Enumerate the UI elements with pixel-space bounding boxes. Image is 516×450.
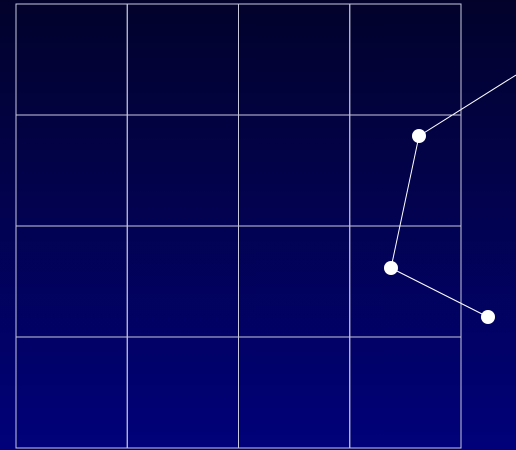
grid-cell-r4-c4 — [349, 336, 462, 449]
path-nodes — [384, 129, 495, 324]
path-segment-1 — [390, 135, 420, 269]
path-node-3 — [481, 310, 495, 324]
path-segment-2 — [390, 267, 489, 318]
path-node-1 — [412, 129, 426, 143]
grid — [15, 3, 462, 449]
path-entry-segment — [418, 74, 516, 137]
path-lines — [390, 74, 516, 318]
path-node-2 — [384, 261, 398, 275]
